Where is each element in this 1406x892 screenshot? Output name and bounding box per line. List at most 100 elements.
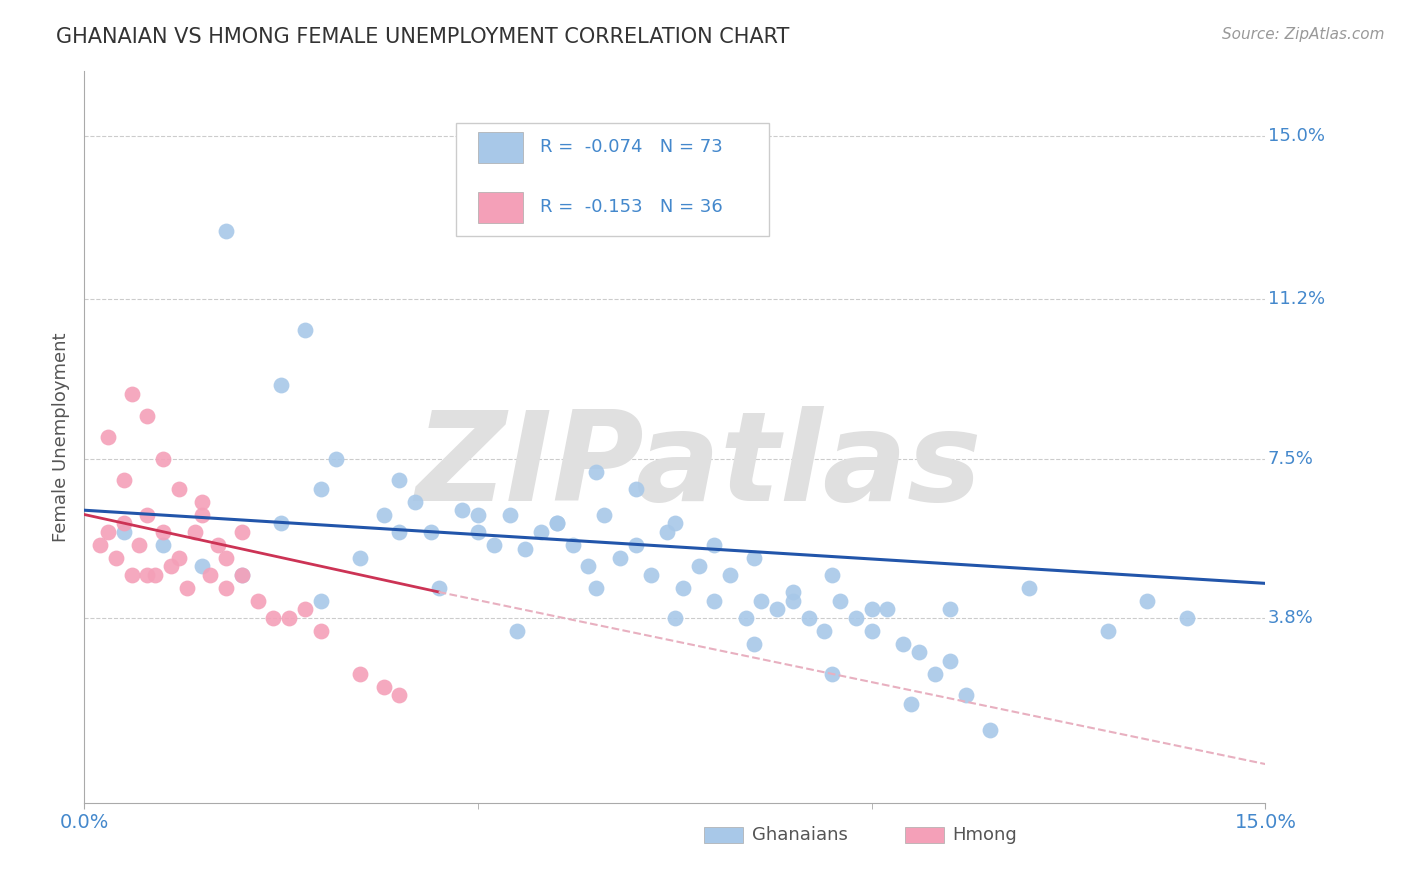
- Point: [1018, 581, 1040, 595]
- Point: [718, 567, 741, 582]
- Text: R =  -0.074   N = 73: R = -0.074 N = 73: [540, 138, 723, 156]
- Point: [467, 508, 489, 522]
- Point: [427, 581, 450, 595]
- Point: [167, 482, 190, 496]
- Point: [294, 602, 316, 616]
- Point: [128, 538, 150, 552]
- Point: [742, 550, 765, 565]
- Point: [561, 538, 583, 552]
- Point: [373, 508, 395, 522]
- Point: [734, 611, 756, 625]
- Point: [506, 624, 529, 638]
- Point: [821, 567, 844, 582]
- Bar: [905, 827, 945, 843]
- Point: [482, 538, 505, 552]
- Point: [183, 524, 205, 539]
- Point: [546, 516, 568, 530]
- Point: [530, 524, 553, 539]
- Point: [655, 524, 678, 539]
- Point: [979, 723, 1001, 737]
- Point: [688, 559, 710, 574]
- Point: [609, 550, 631, 565]
- Point: [104, 550, 127, 565]
- Point: [664, 516, 686, 530]
- Point: [900, 697, 922, 711]
- Point: [309, 482, 332, 496]
- Point: [191, 494, 214, 508]
- Point: [751, 593, 773, 607]
- Point: [703, 593, 725, 607]
- Point: [664, 611, 686, 625]
- Point: [136, 567, 159, 582]
- Y-axis label: Female Unemployment: Female Unemployment: [52, 333, 70, 541]
- Point: [207, 538, 229, 552]
- Point: [766, 602, 789, 616]
- Point: [876, 602, 898, 616]
- Text: 3.8%: 3.8%: [1268, 608, 1313, 627]
- Point: [593, 508, 616, 522]
- Point: [546, 516, 568, 530]
- Point: [152, 451, 174, 466]
- Point: [215, 550, 238, 565]
- Point: [939, 654, 962, 668]
- Point: [152, 524, 174, 539]
- Point: [924, 666, 946, 681]
- Point: [1097, 624, 1119, 638]
- Point: [231, 524, 253, 539]
- Point: [231, 567, 253, 582]
- Point: [215, 581, 238, 595]
- Text: Source: ZipAtlas.com: Source: ZipAtlas.com: [1222, 27, 1385, 42]
- Point: [813, 624, 835, 638]
- Point: [845, 611, 868, 625]
- Point: [294, 322, 316, 336]
- Point: [246, 593, 269, 607]
- Point: [624, 482, 647, 496]
- Point: [112, 524, 135, 539]
- Point: [891, 637, 914, 651]
- Text: 15.0%: 15.0%: [1268, 127, 1324, 145]
- Point: [325, 451, 347, 466]
- Point: [191, 508, 214, 522]
- Point: [309, 593, 332, 607]
- Point: [136, 508, 159, 522]
- Point: [585, 581, 607, 595]
- Point: [515, 541, 537, 556]
- Point: [349, 666, 371, 681]
- Point: [782, 593, 804, 607]
- Point: [1175, 611, 1198, 625]
- Point: [498, 508, 520, 522]
- Bar: [704, 827, 744, 843]
- Point: [121, 387, 143, 401]
- Point: [797, 611, 820, 625]
- Point: [860, 624, 883, 638]
- Point: [167, 550, 190, 565]
- Point: [89, 538, 111, 552]
- Point: [467, 524, 489, 539]
- Text: ZIPatlas: ZIPatlas: [415, 406, 981, 527]
- Point: [200, 567, 222, 582]
- Point: [908, 645, 931, 659]
- Point: [97, 430, 120, 444]
- Text: Ghanaians: Ghanaians: [752, 826, 848, 844]
- Point: [231, 567, 253, 582]
- Point: [136, 409, 159, 423]
- Point: [388, 688, 411, 702]
- Point: [349, 550, 371, 565]
- Point: [112, 473, 135, 487]
- Point: [404, 494, 426, 508]
- Point: [419, 524, 441, 539]
- Point: [176, 581, 198, 595]
- Point: [742, 637, 765, 651]
- Point: [262, 611, 284, 625]
- Point: [451, 503, 474, 517]
- Text: Hmong: Hmong: [952, 826, 1017, 844]
- Point: [860, 602, 883, 616]
- Point: [373, 680, 395, 694]
- Point: [939, 602, 962, 616]
- Point: [821, 666, 844, 681]
- Point: [640, 567, 662, 582]
- FancyBboxPatch shape: [457, 122, 769, 235]
- Text: GHANAIAN VS HMONG FEMALE UNEMPLOYMENT CORRELATION CHART: GHANAIAN VS HMONG FEMALE UNEMPLOYMENT CO…: [56, 27, 790, 46]
- Point: [309, 624, 332, 638]
- Point: [152, 538, 174, 552]
